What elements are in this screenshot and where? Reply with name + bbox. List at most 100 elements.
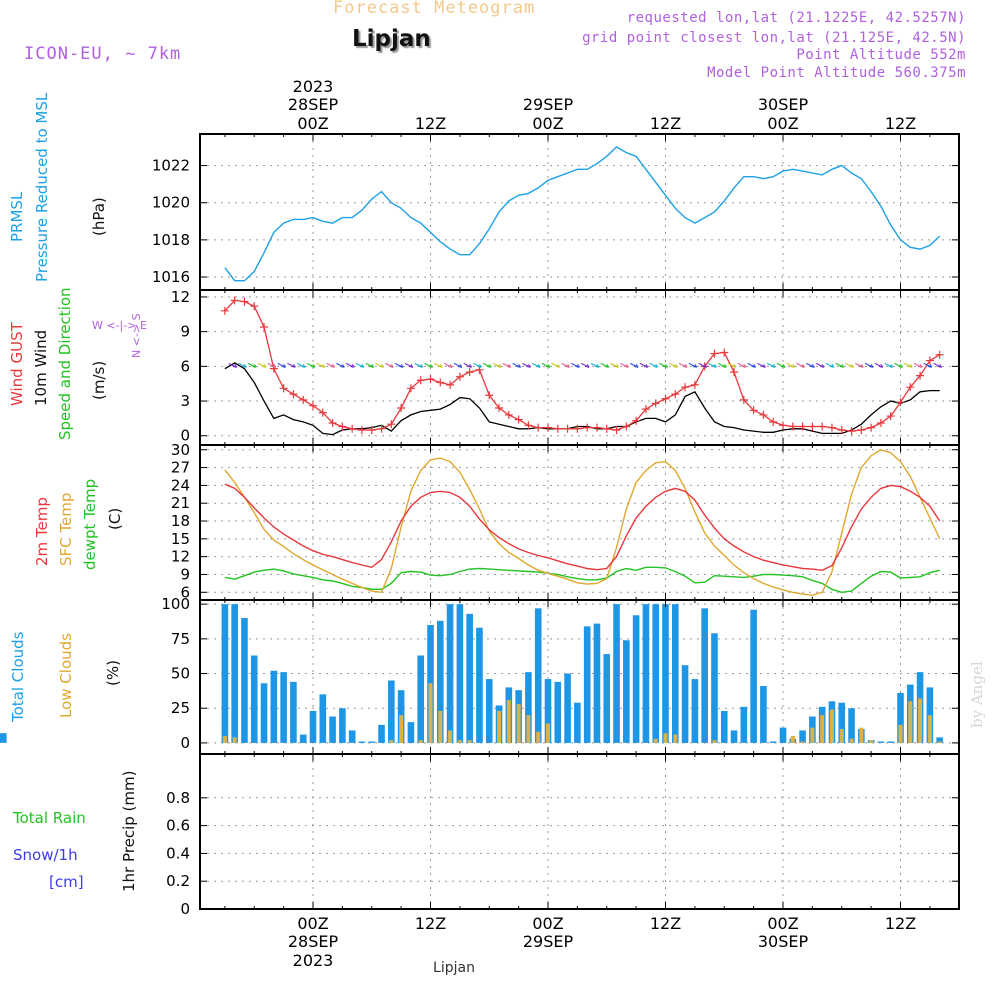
gust-marker (925, 356, 934, 365)
low-cloud-bar (546, 723, 550, 743)
total-cloud-bar (574, 702, 581, 743)
y-tick-label-wind: 9 (180, 323, 190, 341)
gust-marker (827, 423, 836, 432)
wind-direction-arrow (884, 362, 894, 368)
low-cloud-bar (222, 735, 227, 743)
wind-direction-arrow (688, 362, 698, 368)
year-label-top: 2023 (293, 77, 334, 96)
gust-marker (328, 419, 337, 428)
total-cloud-bar (290, 681, 297, 743)
wind-direction-arrow (375, 362, 384, 368)
gust-marker (602, 424, 611, 433)
gust-marker (818, 422, 827, 431)
y-tick-label-pressure: 1022 (152, 157, 190, 175)
wind-direction-arrow (336, 362, 345, 368)
total-cloud-bar (750, 609, 757, 743)
wind-direction-arrow (365, 362, 375, 368)
wind-direction-arrow (492, 362, 502, 368)
low-cloud-bar (497, 710, 502, 743)
low-cloud-bar (516, 704, 521, 743)
low-cloud-bar (663, 733, 668, 743)
y-tick-label-temperature: 24 (171, 476, 190, 494)
date-label-bottom: 28SEP (288, 932, 339, 951)
total-cloud-bar (319, 694, 327, 743)
gust-marker (612, 425, 621, 434)
total-cloud-bar (368, 741, 376, 743)
gust-marker (485, 391, 494, 400)
total-cloud-bar (466, 613, 473, 743)
wind-direction-arrow (345, 362, 355, 368)
wind-direction-arrow (894, 362, 903, 368)
y-tick-label-precipitation: 0.8 (166, 789, 190, 807)
wind-direction-arrow (316, 362, 326, 368)
gust-marker (759, 410, 768, 419)
gust-marker (406, 384, 415, 393)
y-tick-label-temperature: 30 (171, 441, 190, 459)
total-cloud-bar (241, 618, 248, 743)
y-tick-label-temperature: 6 (180, 583, 190, 601)
gust-marker (563, 424, 572, 433)
wind-direction-arrow (385, 362, 394, 368)
y-tick-label-wind: 6 (180, 357, 190, 375)
total-cloud-bar (701, 608, 708, 743)
sfc-temp-line (224, 449, 941, 596)
gust-marker (544, 423, 552, 432)
total-cloud-bar (329, 716, 336, 743)
legend-snow: Snow/1h (13, 846, 78, 864)
low-cloud-bar (829, 709, 834, 743)
wind-direction-arrow (913, 362, 923, 368)
gust-marker (886, 412, 895, 421)
total-cloud-bar (309, 710, 317, 743)
gust-marker (220, 306, 229, 315)
wind-direction-arrow (669, 362, 678, 368)
gust-marker (338, 422, 347, 431)
low-cloud-bar (839, 729, 844, 743)
wind-direction-arrow (649, 362, 659, 368)
total-cloud-bar (779, 727, 787, 743)
gust-marker (318, 408, 327, 417)
total-cloud-bar (456, 604, 464, 743)
wind-direction-arrow (551, 362, 561, 368)
wind-direction-arrow (620, 362, 629, 368)
wind-direction-arrow (248, 362, 257, 368)
low-cloud-bar (232, 737, 237, 743)
total-cloud-bar (769, 741, 777, 743)
total-cloud-bar (583, 626, 591, 743)
low-cloud-bar (908, 701, 913, 743)
time-label-top: 00Z (532, 114, 563, 133)
total-cloud-bar (936, 737, 943, 743)
wind-direction-arrow (296, 362, 306, 368)
footer-station: Lipjan (433, 960, 475, 976)
total-cloud-bar (564, 673, 571, 743)
total-cloud-bar (652, 604, 660, 743)
wind-direction-arrow (257, 362, 267, 368)
wind-direction-arrow (531, 362, 541, 368)
total-cloud-bar (711, 633, 718, 743)
low-cloud-bar (810, 727, 815, 743)
gust-marker (661, 394, 670, 403)
y-tick-label-temperature: 21 (171, 494, 190, 512)
wind-direction-arrow (855, 362, 864, 368)
wind-direction-arrow (708, 362, 717, 368)
time-label-top: 00Z (767, 114, 798, 133)
wind-direction-arrow (718, 362, 727, 368)
gust-marker (739, 395, 748, 404)
gust-marker (779, 421, 787, 430)
low-cloud-bar (399, 715, 404, 743)
total-cloud-bar (848, 708, 855, 743)
gust-marker (387, 420, 396, 429)
time-label-bottom: 00Z (532, 914, 563, 933)
total-cloud-bar (0, 733, 7, 743)
gust-marker (357, 425, 366, 434)
gust-marker (465, 368, 474, 377)
low-cloud-bar (448, 730, 453, 743)
low-cloud-bar (859, 727, 864, 743)
wind-direction-arrow (580, 362, 590, 368)
gust-marker (671, 390, 680, 399)
gridpoint-coords: grid point closest lon,lat (21.125E, 42.… (582, 30, 966, 46)
y-tick-label-pressure: 1016 (152, 268, 190, 286)
low-cloud-bar (526, 715, 531, 743)
y-tick-label-pressure: 1020 (152, 194, 190, 212)
point-altitude: Point Altitude 552m (796, 47, 966, 63)
date-label-bottom: 29SEP (523, 932, 574, 951)
